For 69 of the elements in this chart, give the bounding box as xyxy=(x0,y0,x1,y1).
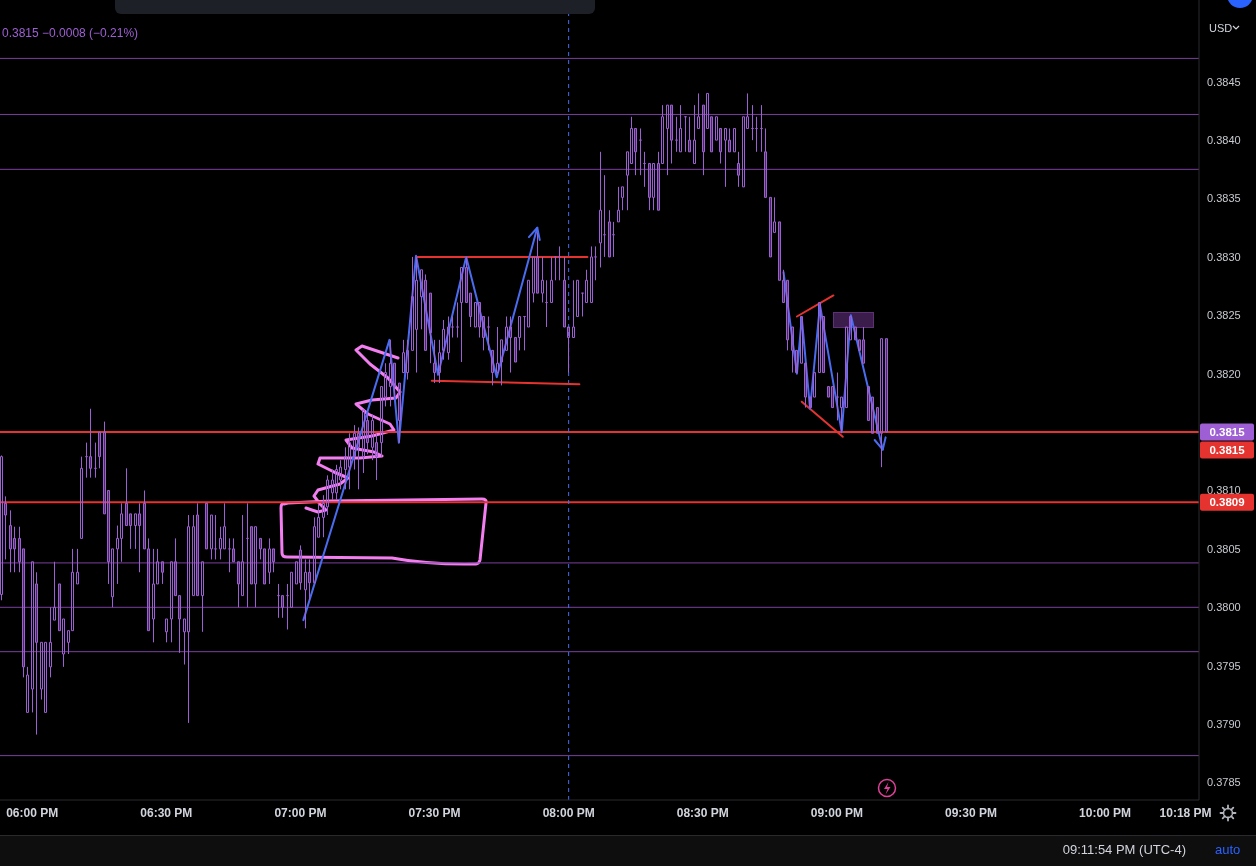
candlestick xyxy=(375,432,378,481)
candlestick xyxy=(836,372,839,421)
text: 0.3815 xyxy=(1209,426,1246,438)
candlestick xyxy=(357,426,360,490)
candlestick xyxy=(228,537,231,573)
text: 09:11:54 PM (UTC-4) xyxy=(1062,842,1186,858)
ref-line-label: 0.3809 xyxy=(1209,496,1245,509)
y-tick-label: 0.3790 xyxy=(1207,717,1241,730)
text: auto xyxy=(1215,842,1241,858)
y-tick-label: 0.3795 xyxy=(1207,659,1241,672)
candlestick xyxy=(451,316,454,339)
candlestick xyxy=(389,339,392,407)
y-tick-label: 0.3800 xyxy=(1207,601,1241,614)
x-tick-label: 06:00 PM xyxy=(6,805,59,820)
candlestick xyxy=(13,526,16,573)
candlestick xyxy=(344,446,347,490)
x-tick-label: 09:30 PM xyxy=(944,805,998,820)
x-tick-label: 07:00 PM xyxy=(274,805,327,820)
x-tick-label: 07:30 PM xyxy=(408,805,461,820)
candlestick xyxy=(35,571,38,736)
candlestick xyxy=(120,502,123,563)
candlestick xyxy=(304,558,307,629)
x-tick-label: 06:30 PM xyxy=(140,805,193,820)
x-tick-label: 10:18 PM xyxy=(1159,805,1212,820)
annotation: 0.3815 −0.0008 (−0.21%) xyxy=(2,25,139,41)
candlestick xyxy=(89,408,92,479)
y-tick-label: 0.3785 xyxy=(1207,776,1241,789)
candlestick xyxy=(268,537,271,585)
candlestick xyxy=(438,339,441,384)
candlestick xyxy=(348,432,351,490)
candlestick xyxy=(299,544,302,591)
y-tick-label: 0.3840 xyxy=(1207,134,1241,147)
candlestick xyxy=(456,301,459,339)
candlestick xyxy=(415,256,418,374)
candlestick xyxy=(187,514,190,724)
candlestick xyxy=(406,339,409,381)
candlestick xyxy=(353,424,356,470)
ref-line-label: 0.3815 xyxy=(1209,444,1246,456)
candlestick xyxy=(138,502,141,573)
x-tick-label: 09:00 PM xyxy=(810,805,863,820)
candlestick xyxy=(18,526,21,573)
candlestick xyxy=(366,412,369,455)
candlestick xyxy=(599,151,602,268)
y-tick-label: 0.3820 xyxy=(1207,367,1241,380)
candlestick xyxy=(737,151,740,188)
y-tick-label: 0.3835 xyxy=(1207,192,1241,205)
candlestick xyxy=(639,127,642,176)
candlestick xyxy=(487,316,490,351)
candlestick xyxy=(442,319,445,361)
x-tick-label: 08:30 PM xyxy=(676,805,729,820)
candlestick xyxy=(447,316,450,361)
candlestick xyxy=(594,245,597,281)
y-tick-label: 0.3810 xyxy=(1207,484,1241,497)
y-tick-label: 0.3825 xyxy=(1207,309,1241,322)
candlestick xyxy=(331,468,334,501)
x-tick-label: 10:00 PM xyxy=(1079,805,1132,820)
candlestick xyxy=(509,316,512,374)
candlestick xyxy=(433,339,436,384)
candlestick xyxy=(308,558,311,601)
candlestick xyxy=(675,116,678,153)
y-tick-label: 0.3830 xyxy=(1207,250,1241,263)
candlestick xyxy=(9,509,12,573)
candlestick xyxy=(558,245,561,281)
candlestick xyxy=(4,495,7,560)
y-tick-label: 0.3845 xyxy=(1207,75,1241,88)
candlestick xyxy=(152,548,155,643)
x-tick-label: 08:00 PM xyxy=(542,805,595,820)
y-tick-label: 0.3805 xyxy=(1207,542,1241,555)
text: USD xyxy=(1209,21,1233,36)
